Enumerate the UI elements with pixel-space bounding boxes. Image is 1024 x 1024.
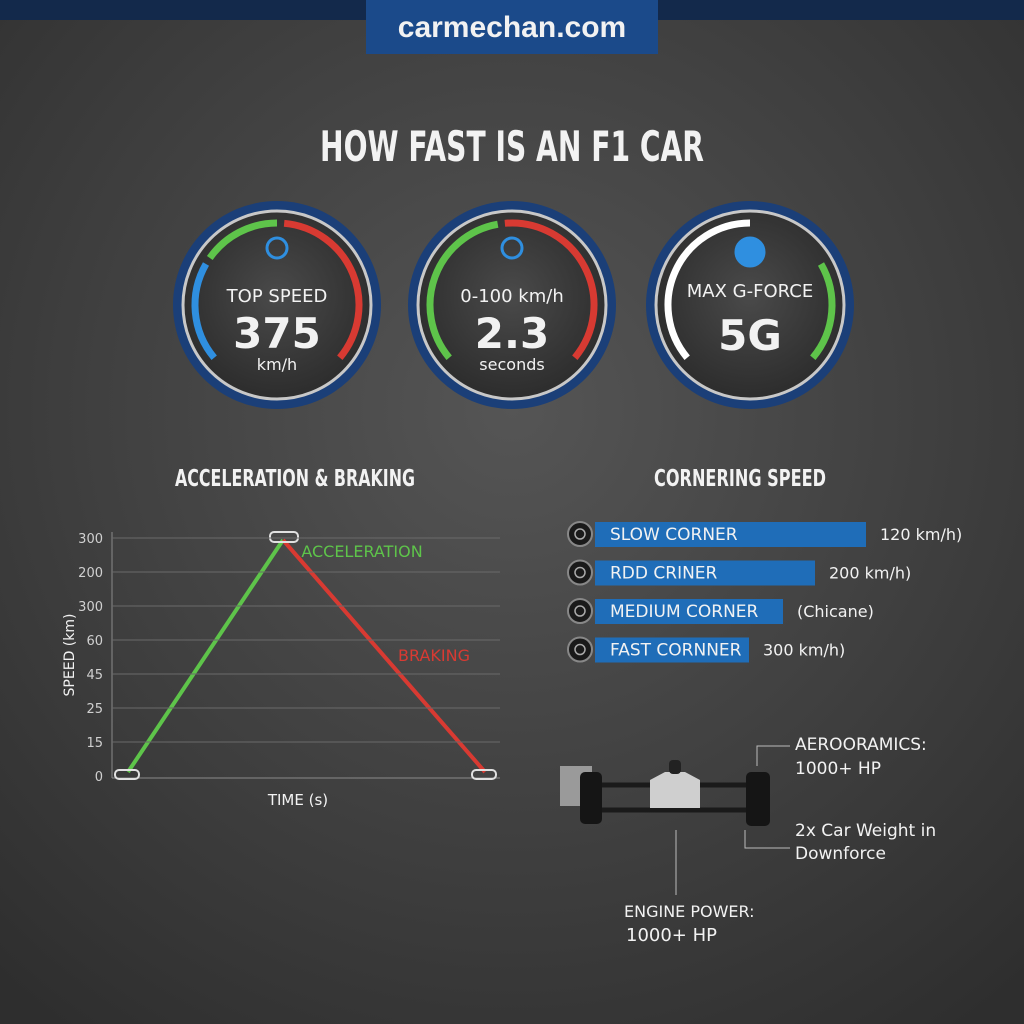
corner-bar — [595, 637, 749, 663]
gauge-arc — [426, 220, 499, 360]
acceleration-label: ACCELERATION — [301, 542, 422, 561]
gauge-arc — [191, 262, 217, 360]
corner-label: RDD CRINER — [610, 564, 718, 584]
tire-hub — [574, 643, 586, 656]
gauge-icon — [500, 236, 524, 260]
gauge-icon — [734, 236, 766, 268]
tire-icon — [567, 559, 593, 586]
gauge-arc — [664, 219, 751, 360]
gauge-label: MAX G-FORCE — [687, 281, 813, 302]
corner-label: FAST CORNNER — [610, 641, 742, 661]
y-axis-label: SPEED (km) — [62, 614, 78, 697]
cornering-rows: SLOW CORNER 120 km/h) RDD CRINER 200 km/h) M… — [567, 521, 962, 663]
corner-bar — [595, 560, 815, 586]
braking-label: BRAKING — [398, 646, 470, 665]
site-name: carmechan.com — [398, 11, 626, 44]
gauge-value: 5G — [718, 311, 782, 360]
page-title: HOW FAST IS AN F1 CAR — [320, 122, 704, 171]
braking-line — [281, 538, 487, 774]
car-diagram — [560, 745, 790, 895]
car-body — [650, 772, 700, 808]
gauge-value: 2.3 — [475, 309, 549, 358]
corner-value: 120 km/h) — [880, 525, 962, 544]
y-tick-label: 0 — [95, 770, 103, 785]
aero-title: AEROORAMICS: — [795, 735, 927, 755]
corner-label: SLOW CORNER — [610, 525, 738, 545]
cornering-title: CORNERING SPEED — [654, 466, 826, 492]
driver-helmet — [669, 760, 681, 774]
gauge-arc — [504, 219, 598, 360]
acceleration-chart: ACCELERATION BRAKING SPEED (km) TIME (s)… — [62, 531, 500, 809]
gauge-face — [654, 209, 846, 401]
y-tick-label: 45 — [86, 668, 103, 683]
tire-icon — [567, 598, 593, 624]
acceleration-line — [126, 538, 285, 774]
gauge-unit: km/h — [257, 355, 297, 374]
car-icon — [471, 769, 497, 780]
tire-hub — [574, 528, 586, 540]
downforce-text: 2x Car Weight in — [795, 821, 936, 841]
pointer — [756, 745, 790, 766]
y-tick-label: 25 — [86, 702, 103, 717]
chart-title: ACCELERATION & BRAKING — [175, 466, 415, 492]
gauge-label: TOP SPEED — [226, 286, 328, 307]
gauge-label: 0-100 km/h — [460, 286, 563, 307]
y-tick-label: 300 — [78, 600, 103, 615]
engine-title: ENGINE POWER: — [624, 902, 755, 921]
gauge-icon — [265, 236, 289, 260]
site-badge — [366, 0, 658, 54]
gauge-arc — [283, 219, 363, 360]
car-icon — [114, 769, 140, 780]
y-tick-label: 15 — [86, 736, 103, 751]
car-icon — [269, 531, 299, 543]
aero-value: 1000+ HP — [795, 759, 881, 779]
gauge-value: 375 — [233, 309, 321, 358]
tire — [746, 772, 770, 826]
corner-bar — [595, 599, 783, 624]
gauge-face — [181, 209, 373, 401]
gauge-face — [416, 209, 608, 401]
tire-icon — [567, 636, 593, 663]
pointer — [744, 830, 790, 849]
tire-hub — [574, 605, 586, 617]
downforce-text: Downforce — [795, 844, 886, 864]
corner-value: 300 km/h) — [763, 641, 845, 660]
x-axis-label: TIME (s) — [267, 791, 328, 809]
gauge-arc — [810, 262, 836, 360]
corner-label: MEDIUM CORNER — [610, 602, 759, 622]
tire-icon — [567, 521, 593, 547]
gauge-arc — [206, 219, 278, 261]
y-tick-label: 60 — [86, 634, 103, 649]
tire-hub — [574, 566, 586, 579]
y-tick-label: 200 — [78, 566, 103, 581]
corner-value: 200 km/h) — [829, 564, 911, 583]
corner-value: (Chicane) — [797, 602, 874, 621]
corner-bar — [595, 522, 866, 547]
y-tick-label: 300 — [78, 532, 103, 547]
gauge-unit: seconds — [479, 355, 544, 374]
tire — [580, 772, 602, 824]
engine-value: 1000+ HP — [626, 925, 717, 946]
